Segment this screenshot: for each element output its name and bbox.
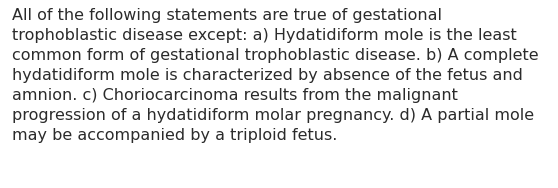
Text: All of the following statements are true of gestational
trophoblastic disease ex: All of the following statements are true… xyxy=(12,8,539,143)
